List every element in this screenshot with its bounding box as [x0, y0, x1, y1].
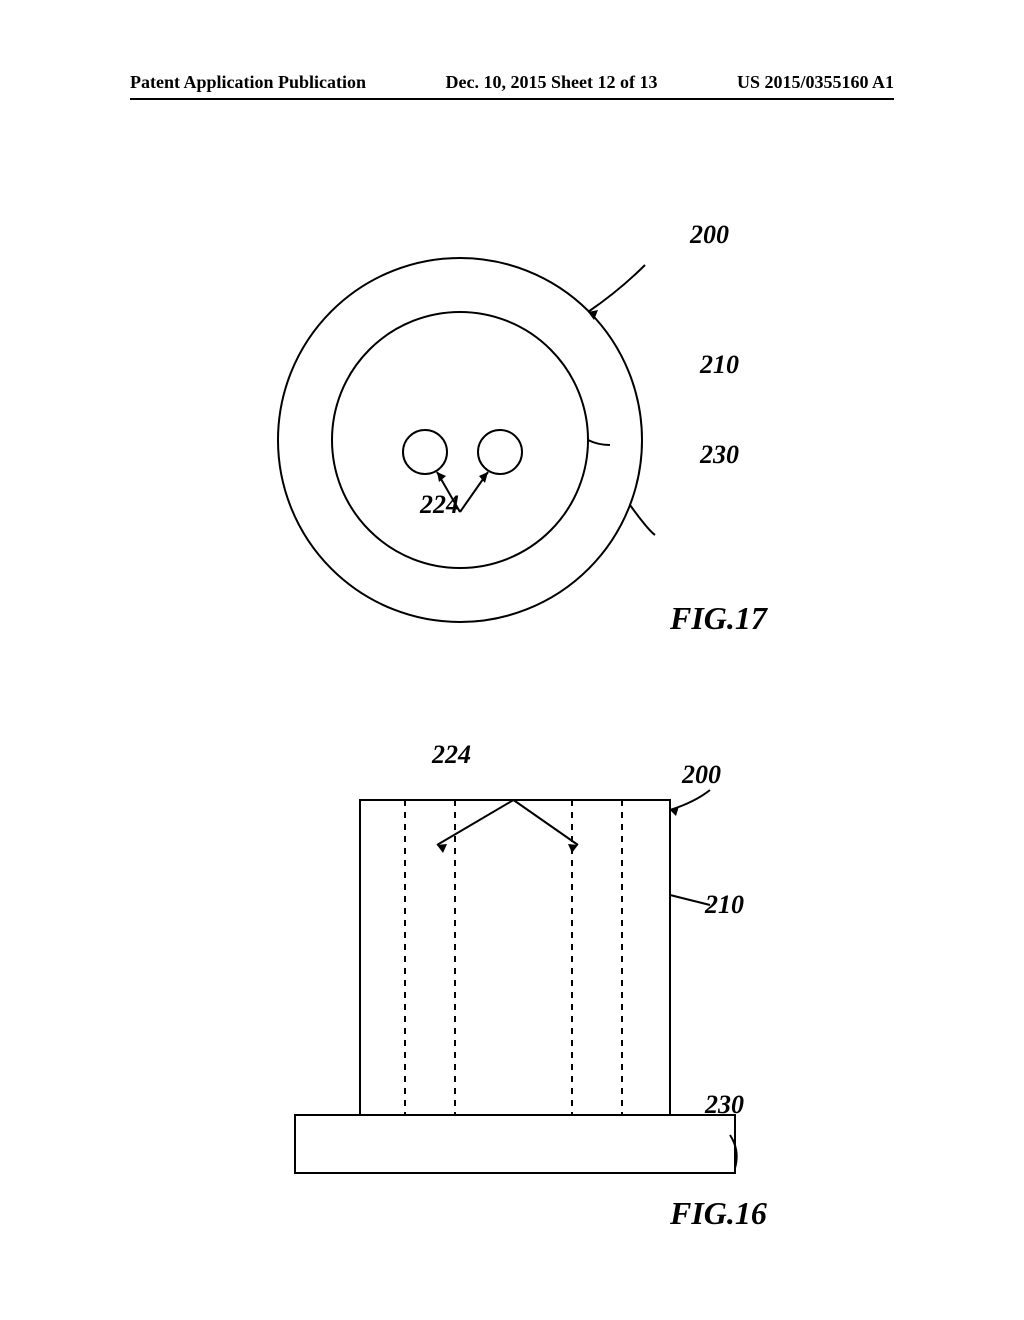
- ref-224-fig17: 224: [420, 490, 459, 520]
- header-right: US 2015/0355160 A1: [737, 72, 894, 93]
- ref-200-fig16: 200: [682, 760, 721, 790]
- figure-17-label: FIG.17: [670, 600, 767, 637]
- ref-224-fig16: 224: [432, 740, 471, 770]
- figure-area: 200 210 224 230 FIG.17 224 200 210 230 F…: [130, 120, 894, 1240]
- figure-16-drawing: [190, 740, 890, 1240]
- figure-16-label: FIG.16: [670, 1195, 767, 1232]
- ref-230-fig16: 230: [705, 1090, 744, 1120]
- header-rule: [130, 98, 894, 100]
- header-center: Dec. 10, 2015 Sheet 12 of 13: [446, 72, 658, 93]
- ref-230-fig17: 230: [700, 440, 739, 470]
- ref-200-fig17: 200: [690, 220, 729, 250]
- page-header: Patent Application Publication Dec. 10, …: [0, 72, 1024, 93]
- ref-210-fig17: 210: [700, 350, 739, 380]
- ref-210-fig16: 210: [705, 890, 744, 920]
- figure-17-drawing: [190, 200, 890, 680]
- header-left: Patent Application Publication: [130, 72, 366, 93]
